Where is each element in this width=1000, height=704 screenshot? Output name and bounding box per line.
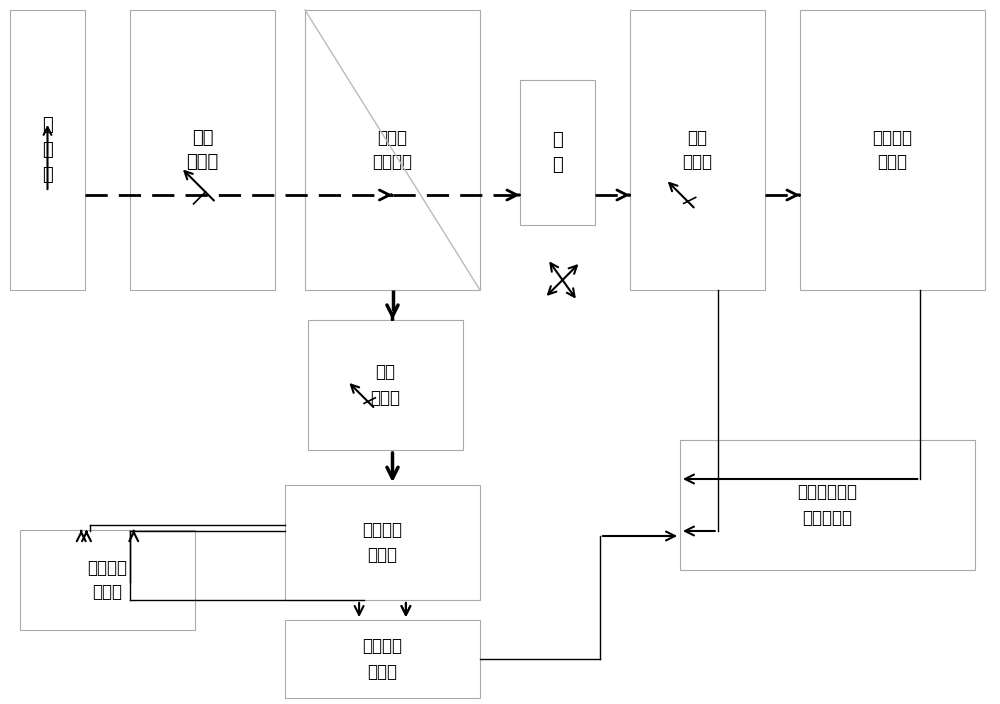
- Text: 第二
检偏器: 第二 检偏器: [370, 363, 400, 406]
- Text: 第二锁相
放大器: 第二锁相 放大器: [88, 558, 128, 601]
- Bar: [800, 10, 985, 290]
- Text: 样
品: 样 品: [552, 131, 563, 174]
- Bar: [10, 10, 85, 290]
- Text: 起
偏
器: 起 偏 器: [42, 116, 53, 184]
- Bar: [520, 80, 595, 225]
- Text: 光弹
调制器: 光弹 调制器: [186, 129, 219, 172]
- Text: 第一
检偏器: 第一 检偏器: [682, 129, 712, 172]
- Bar: [285, 485, 480, 600]
- Bar: [680, 440, 975, 570]
- Bar: [130, 10, 275, 290]
- Text: 第一光电
探测器: 第一光电 探测器: [872, 129, 912, 172]
- Bar: [20, 530, 195, 630]
- Text: 第二光电
探测器: 第二光电 探测器: [362, 521, 402, 564]
- Bar: [308, 320, 463, 450]
- Bar: [285, 620, 480, 698]
- Bar: [305, 10, 480, 290]
- Text: 数据采集处理
及控制模块: 数据采集处理 及控制模块: [798, 484, 858, 527]
- Text: 第一锁相
放大器: 第一锁相 放大器: [362, 638, 402, 681]
- Bar: [630, 10, 765, 290]
- Text: 消偏振
分光棱镜: 消偏振 分光棱镜: [372, 129, 413, 172]
